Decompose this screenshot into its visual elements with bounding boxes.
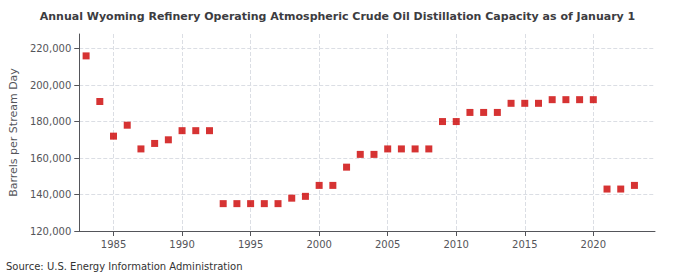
svg-text:Barrels per Stream Day: Barrels per Stream Day: [7, 68, 20, 197]
svg-text:180,000: 180,000: [30, 116, 71, 127]
svg-text:2000: 2000: [306, 239, 331, 250]
svg-text:120,000: 120,000: [30, 226, 71, 237]
svg-text:Annual Wyoming Refinery Operat: Annual Wyoming Refinery Operating Atmosp…: [40, 10, 636, 23]
svg-text:1990: 1990: [169, 239, 194, 250]
svg-text:220,000: 220,000: [30, 43, 71, 54]
svg-text:2015: 2015: [512, 239, 537, 250]
svg-text:Source: U.S. Energy Informatio: Source: U.S. Energy Information Administ…: [6, 261, 243, 272]
svg-text:2005: 2005: [375, 239, 400, 250]
svg-text:1995: 1995: [238, 239, 263, 250]
svg-text:2010: 2010: [444, 239, 469, 250]
svg-text:140,000: 140,000: [30, 189, 71, 200]
svg-text:200,000: 200,000: [30, 80, 71, 91]
svg-text:1985: 1985: [101, 239, 126, 250]
svg-text:2020: 2020: [581, 239, 606, 250]
svg-text:160,000: 160,000: [30, 153, 71, 164]
